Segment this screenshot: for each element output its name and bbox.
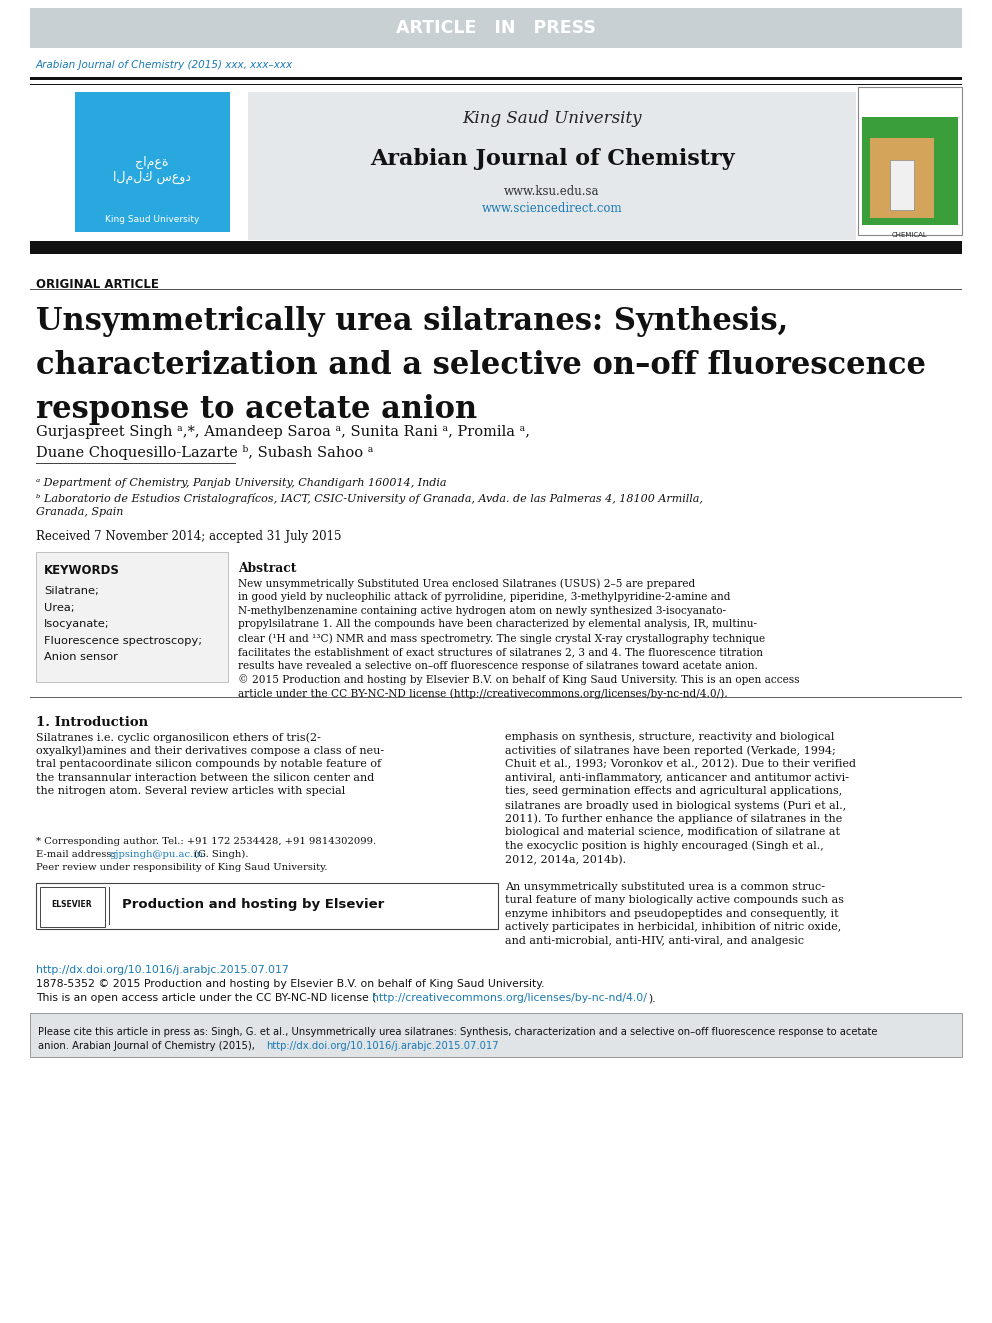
Text: the exocyclic position is highly encouraged (Singh et al.,: the exocyclic position is highly encoura… (505, 841, 823, 852)
Text: (G. Singh).: (G. Singh). (191, 851, 249, 860)
Bar (30, 8, 962, 48)
Text: Anion sensor: Anion sensor (44, 652, 118, 662)
Text: 1. Introduction: 1. Introduction (36, 716, 148, 729)
Text: King Saud University: King Saud University (462, 110, 642, 127)
Text: ᵇ Laboratorio de Estudios Cristalografícos, IACT, CSIC-University of Granada, Av: ᵇ Laboratorio de Estudios Cristalografíc… (36, 493, 703, 504)
Text: http://creativecommons.org/licenses/by-nc-nd/4.0/: http://creativecommons.org/licenses/by-n… (372, 994, 647, 1003)
Text: ᵃ Department of Chemistry, Panjab University, Chandigarh 160014, India: ᵃ Department of Chemistry, Panjab Univer… (36, 478, 446, 488)
Text: E-mail address:: E-mail address: (36, 851, 118, 859)
Text: emphasis on synthesis, structure, reactivity and biological: emphasis on synthesis, structure, reacti… (505, 732, 834, 742)
Text: the nitrogen atom. Several review articles with special: the nitrogen atom. Several review articl… (36, 786, 345, 796)
Bar (30, 83, 962, 85)
Text: Arabian Journal of Chemistry (2015) xxx, xxx–xxx: Arabian Journal of Chemistry (2015) xxx,… (36, 60, 293, 70)
Text: © 2015 Production and hosting by Elsevier B.V. on behalf of King Saud University: © 2015 Production and hosting by Elsevie… (238, 675, 800, 685)
Text: clear (¹H and ¹³C) NMR and mass spectrometry. The single crystal X-ray crystallo: clear (¹H and ¹³C) NMR and mass spectrom… (238, 634, 765, 644)
Text: Isocyanate;: Isocyanate; (44, 619, 110, 628)
Text: characterization and a selective on–off fluorescence: characterization and a selective on–off … (36, 351, 926, 381)
Text: New unsymmetrically Substituted Urea enclosed Silatranes (USUS) 2–5 are prepared: New unsymmetrically Substituted Urea enc… (238, 578, 695, 589)
Text: Received 7 November 2014; accepted 31 July 2015: Received 7 November 2014; accepted 31 Ju… (36, 531, 341, 542)
Text: activities of silatranes have been reported (Verkade, 1994;: activities of silatranes have been repor… (505, 746, 836, 757)
Text: ELSEVIER: ELSEVIER (52, 900, 92, 909)
Text: biological and material science, modification of silatrane at: biological and material science, modific… (505, 827, 840, 837)
Text: http://dx.doi.org/10.1016/j.arabjc.2015.07.017: http://dx.doi.org/10.1016/j.arabjc.2015.… (266, 1041, 499, 1052)
Text: Arabian Journal of Chemistry: Arabian Journal of Chemistry (370, 148, 734, 169)
Bar (36, 552, 228, 681)
Text: Unsymmetrically urea silatranes: Synthesis,: Unsymmetrically urea silatranes: Synthes… (36, 306, 789, 337)
Text: 1878-5352 © 2015 Production and hosting by Elsevier B.V. on behalf of King Saud : 1878-5352 © 2015 Production and hosting … (36, 979, 545, 990)
Text: Silatranes i.e. cyclic organosilicon ethers of tris(2-: Silatranes i.e. cyclic organosilicon eth… (36, 732, 320, 742)
Text: Production and hosting by Elsevier: Production and hosting by Elsevier (122, 898, 384, 910)
Text: Silatrane;: Silatrane; (44, 586, 99, 595)
Text: Abstract: Abstract (238, 562, 297, 576)
Text: results have revealed a selective on–off fluorescence response of silatranes tow: results have revealed a selective on–off… (238, 660, 758, 671)
Text: Fluorescence spectroscopy;: Fluorescence spectroscopy; (44, 635, 202, 646)
Text: ties, seed germination effects and agricultural applications,: ties, seed germination effects and agric… (505, 786, 842, 796)
Text: CHEMICAL: CHEMICAL (892, 232, 928, 238)
Text: N-methylbenzenamine containing active hydrogen atom on newly synthesized 3-isocy: N-methylbenzenamine containing active hy… (238, 606, 726, 615)
Text: Urea;: Urea; (44, 602, 74, 613)
Text: enzyme inhibitors and pseudopeptides and consequently, it: enzyme inhibitors and pseudopeptides and… (505, 909, 838, 918)
Bar (30, 77, 962, 79)
Bar (30, 241, 962, 254)
Bar (248, 93, 856, 239)
Text: actively participates in herbicidal, inhibition of nitric oxide,: actively participates in herbicidal, inh… (505, 922, 841, 933)
Text: antiviral, anti-inflammatory, anticancer and antitumor activi-: antiviral, anti-inflammatory, anticancer… (505, 773, 849, 783)
Text: An unsymmetrically substituted urea is a common struc-: An unsymmetrically substituted urea is a… (505, 881, 825, 892)
Text: response to acetate anion: response to acetate anion (36, 394, 477, 425)
Text: gjpsingh@pu.ac.in: gjpsingh@pu.ac.in (109, 851, 203, 859)
Text: This is an open access article under the CC BY-NC-ND license (: This is an open access article under the… (36, 994, 376, 1003)
Text: Duane Choquesillo-Lazarte ᵇ, Subash Sahoo ᵃ: Duane Choquesillo-Lazarte ᵇ, Subash Saho… (36, 445, 373, 460)
Text: www.ksu.edu.sa: www.ksu.edu.sa (504, 185, 600, 198)
Text: Please cite this article in press as: Singh, G. et al., Unsymmetrically urea sil: Please cite this article in press as: Si… (38, 1027, 878, 1037)
Text: Chuit et al., 1993; Voronkov et al., 2012). Due to their verified: Chuit et al., 1993; Voronkov et al., 201… (505, 759, 856, 770)
Bar (75, 93, 230, 232)
Text: * Corresponding author. Tel.: +91 172 2534428, +91 9814302099.: * Corresponding author. Tel.: +91 172 25… (36, 837, 376, 847)
Text: www.sciencedirect.com: www.sciencedirect.com (482, 202, 622, 216)
Bar (40, 888, 105, 927)
Text: Peer review under responsibility of King Saud University.: Peer review under responsibility of King… (36, 863, 327, 872)
Bar (858, 87, 962, 235)
Text: the transannular interaction between the silicon center and: the transannular interaction between the… (36, 773, 374, 783)
Text: جامعة
الملك سعود: جامعة الملك سعود (113, 156, 191, 184)
Text: oxyalkyl)amines and their derivatives compose a class of neu-: oxyalkyl)amines and their derivatives co… (36, 746, 384, 757)
Text: propylsilatrane 1. All the compounds have been characterized by elemental analys: propylsilatrane 1. All the compounds hav… (238, 619, 757, 630)
Text: facilitates the establishment of exact structures of silatranes 2, 3 and 4. The : facilitates the establishment of exact s… (238, 647, 763, 658)
Text: 2011). To further enhance the appliance of silatranes in the: 2011). To further enhance the appliance … (505, 814, 842, 824)
Text: KEYWORDS: KEYWORDS (44, 564, 120, 577)
Text: in good yield by nucleophilic attack of pyrrolidine, piperidine, 3-methylpyridin: in good yield by nucleophilic attack of … (238, 591, 730, 602)
Text: tral pentacoordinate silicon compounds by notable feature of: tral pentacoordinate silicon compounds b… (36, 759, 381, 769)
Bar (862, 116, 958, 225)
Text: 2012, 2014a, 2014b).: 2012, 2014a, 2014b). (505, 855, 626, 865)
Bar (890, 160, 914, 210)
Text: http://dx.doi.org/10.1016/j.arabjc.2015.07.017: http://dx.doi.org/10.1016/j.arabjc.2015.… (36, 966, 289, 975)
Text: ARTICLE   IN   PRESS: ARTICLE IN PRESS (396, 19, 596, 37)
Text: silatranes are broadly used in biological systems (Puri et al.,: silatranes are broadly used in biologica… (505, 800, 846, 811)
Text: anion. Arabian Journal of Chemistry (2015),: anion. Arabian Journal of Chemistry (201… (38, 1041, 258, 1052)
Bar (36, 884, 498, 929)
Text: ORIGINAL ARTICLE: ORIGINAL ARTICLE (36, 278, 159, 291)
Bar (870, 138, 934, 218)
Text: tural feature of many biologically active compounds such as: tural feature of many biologically activ… (505, 896, 844, 905)
Text: ).: ). (648, 994, 656, 1003)
Text: Gurjaspreet Singh ᵃ,*, Amandeep Saroa ᵃ, Sunita Rani ᵃ, Promila ᵃ,: Gurjaspreet Singh ᵃ,*, Amandeep Saroa ᵃ,… (36, 425, 530, 439)
Text: and anti-microbial, anti-HIV, anti-viral, and analgesic: and anti-microbial, anti-HIV, anti-viral… (505, 935, 805, 946)
Bar (30, 1013, 962, 1057)
Text: King Saud University: King Saud University (105, 216, 199, 224)
Text: article under the CC BY-NC-ND license (http://creativecommons.org/licenses/by-nc: article under the CC BY-NC-ND license (h… (238, 688, 727, 699)
Text: Granada, Spain: Granada, Spain (36, 507, 123, 517)
